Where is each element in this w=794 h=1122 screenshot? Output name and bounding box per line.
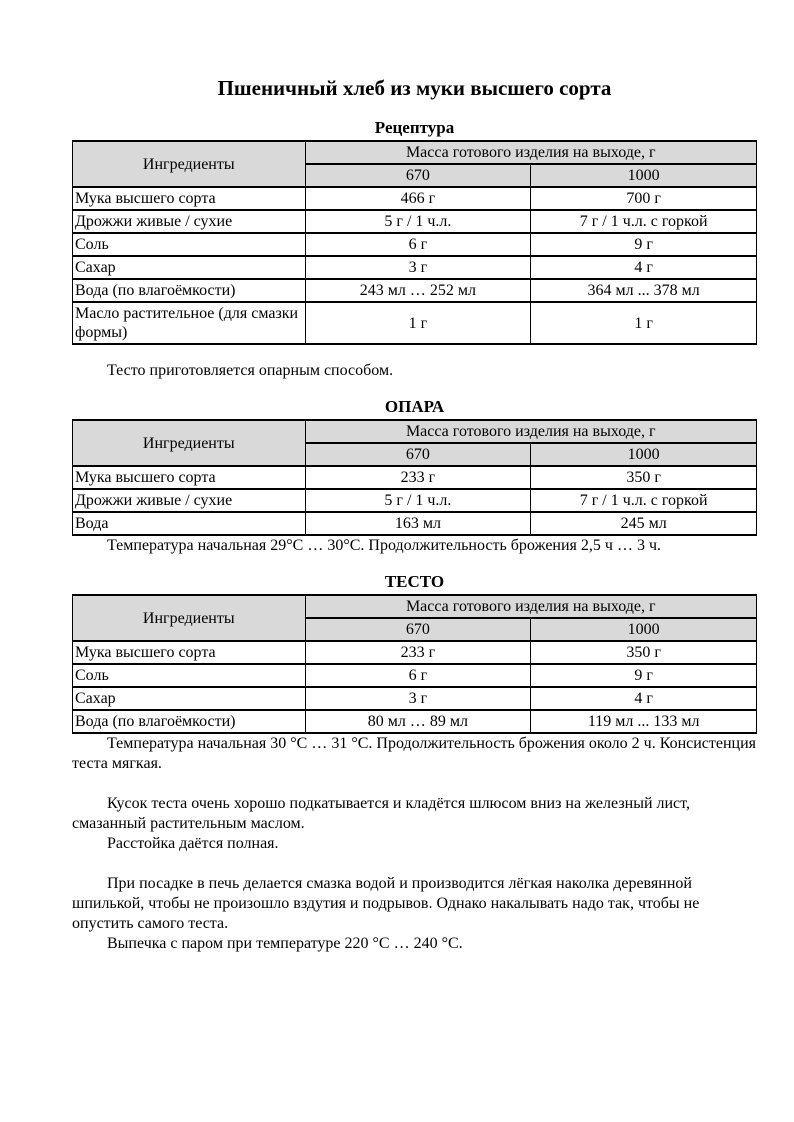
testo-note: Температура начальная 30 °С … 31 °С. Про… xyxy=(72,735,757,772)
value-670-cell: 5 г / 1 ч.л. xyxy=(304,488,532,513)
value-670-cell: 1 г xyxy=(304,301,532,345)
ingredient-cell: Соль xyxy=(72,663,306,688)
opara-table: Ингредиенты Масса готового изделия на вы… xyxy=(72,419,758,536)
value-1000-cell: 700 г xyxy=(530,186,757,211)
ingredient-cell: Мука высшего сорта xyxy=(72,640,306,665)
paragraph-baking: Выпечка с паром при температуре 220 °С …… xyxy=(107,935,463,952)
recipe-table: Ингредиенты Масса готового изделия на вы… xyxy=(72,140,758,345)
value-1000-cell: 9 г xyxy=(530,232,757,257)
ingredient-cell: Соль xyxy=(72,232,306,257)
value-670-cell: 3 г xyxy=(304,255,532,280)
testo-header-row-2: 670 1000 xyxy=(73,617,757,642)
mass-header-cell: Масса готового изделия на выходе, г xyxy=(304,594,758,619)
table-row: Мука высшего сорта 233 г 350 г xyxy=(72,465,757,490)
value-1000-cell: 119 мл ... 133 мл xyxy=(530,709,757,734)
value-1000-cell: 7 г / 1 ч.л. с горкой xyxy=(530,488,757,513)
table-row: Соль 6 г 9 г xyxy=(72,232,757,257)
ingredient-cell: Мука высшего сорта xyxy=(72,186,306,211)
table-row: Дрожжи живые / сухие 5 г / 1 ч.л. 7 г / … xyxy=(72,488,757,513)
value-1000-cell: 9 г xyxy=(530,663,757,688)
table-row: Масло растительное (для смазки формы) 1 … xyxy=(72,301,757,345)
weight-670-header-cell: 670 xyxy=(304,163,532,188)
table-row: Мука высшего сорта 466 г 700 г xyxy=(72,186,757,211)
value-1000-cell: 350 г xyxy=(530,465,757,490)
value-670-cell: 3 г xyxy=(304,686,532,711)
testo-header-row-1: Ингредиенты Масса готового изделия на вы… xyxy=(72,594,758,642)
value-670-cell: 5 г / 1 ч.л. xyxy=(304,209,532,234)
ingredient-cell: Вода (по влагоёмкости) xyxy=(72,709,306,734)
ingredient-cell: Мука высшего сорта xyxy=(72,465,306,490)
mass-header-cell: Масса готового изделия на выходе, г xyxy=(304,419,758,444)
value-1000-cell: 245 мл xyxy=(530,511,757,536)
value-1000-cell: 7 г / 1 ч.л. с горкой xyxy=(530,209,757,234)
table-row: Дрожжи живые / сухие 5 г / 1 ч.л. 7 г / … xyxy=(72,209,757,234)
weight-670-header-cell: 670 xyxy=(304,442,532,467)
section-heading-recipe: Рецептура xyxy=(374,118,455,137)
ingredient-cell: Масло растительное (для смазки формы) xyxy=(72,301,306,345)
value-670-cell: 6 г xyxy=(304,232,532,257)
value-1000-cell: 350 г xyxy=(530,640,757,665)
value-670-cell: 163 мл xyxy=(304,511,532,536)
ingredients-header-cell: Ингредиенты xyxy=(72,140,306,188)
ingredients-header-cell: Ингредиенты xyxy=(72,594,306,642)
weight-1000-header-cell: 1000 xyxy=(530,617,757,642)
opara-header-row-1: Ингредиенты Масса готового изделия на вы… xyxy=(72,419,758,467)
recipe-header-row-1: Ингредиенты Масса готового изделия на вы… xyxy=(72,140,758,188)
ingredient-cell: Вода xyxy=(72,511,306,536)
ingredient-cell: Вода (по влагоёмкости) xyxy=(72,278,306,303)
section-heading-testo: ТЕСТО xyxy=(384,572,445,591)
table-row: Соль 6 г 9 г xyxy=(72,663,757,688)
paragraph-method: Тесто приготовляется опарным способом. xyxy=(107,362,394,379)
value-670-cell: 233 г xyxy=(304,640,532,665)
value-670-cell: 466 г xyxy=(304,186,532,211)
paragraph-proofing: Расстойка даётся полная. xyxy=(107,835,279,852)
value-670-cell: 6 г xyxy=(304,663,532,688)
ingredient-cell: Дрожжи живые / сухие xyxy=(72,209,306,234)
value-670-cell: 80 мл … 89 мл xyxy=(304,709,532,734)
table-row: Сахар 3 г 4 г xyxy=(72,255,757,280)
testo-table: Ингредиенты Масса готового изделия на вы… xyxy=(72,594,758,734)
ingredients-header-cell: Ингредиенты xyxy=(72,419,306,467)
ingredient-cell: Дрожжи живые / сухие xyxy=(72,488,306,513)
table-row: Вода (по влагоёмкости) 243 мл … 252 мл 3… xyxy=(72,278,757,303)
recipe-header-row-2: 670 1000 xyxy=(73,163,757,188)
opara-note: Температура начальная 29°С … 30°С. Продо… xyxy=(107,537,661,554)
ingredient-cell: Сахар xyxy=(72,255,306,280)
document-title: Пшеничный хлеб из муки высшего сорта xyxy=(217,76,612,100)
table-row: Вода 163 мл 245 мл xyxy=(72,511,757,536)
weight-1000-header-cell: 1000 xyxy=(530,163,757,188)
opara-header-row-2: 670 1000 xyxy=(73,442,757,467)
value-1000-cell: 4 г xyxy=(530,686,757,711)
mass-header-cell: Масса готового изделия на выходе, г xyxy=(304,140,758,165)
paragraph-pricking: При посадке в печь делается смазка водой… xyxy=(72,875,700,932)
weight-670-header-cell: 670 xyxy=(304,617,532,642)
value-670-cell: 243 мл … 252 мл xyxy=(304,278,532,303)
weight-1000-header-cell: 1000 xyxy=(530,442,757,467)
value-1000-cell: 4 г xyxy=(530,255,757,280)
table-row: Сахар 3 г 4 г xyxy=(72,686,757,711)
paragraph-shaping: Кусок теста очень хорошо подкатывается и… xyxy=(72,795,690,832)
table-row: Мука высшего сорта 233 г 350 г xyxy=(72,640,757,665)
section-heading-opara: ОПАРА xyxy=(384,397,445,416)
value-1000-cell: 364 мл ... 378 мл xyxy=(530,278,757,303)
table-row: Вода (по влагоёмкости) 80 мл … 89 мл 119… xyxy=(72,709,757,734)
ingredient-cell: Сахар xyxy=(72,686,306,711)
value-670-cell: 233 г xyxy=(304,465,532,490)
value-1000-cell: 1 г xyxy=(530,301,757,345)
